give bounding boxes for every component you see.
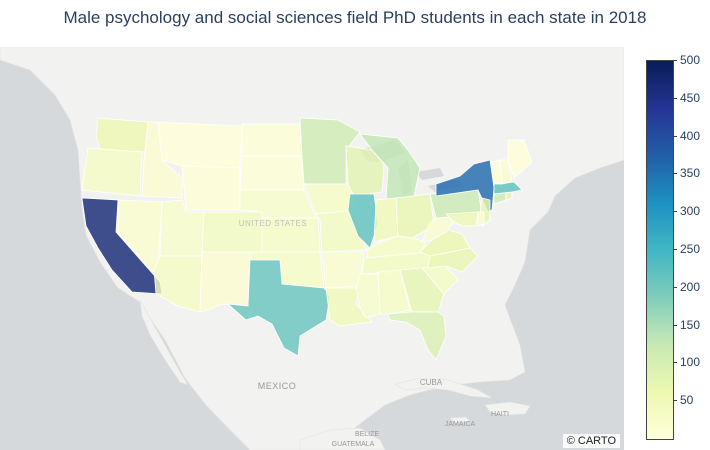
colorbar-tick-label: 450 [680,90,701,105]
colorbar-tick-mark [673,211,677,213]
state-oregon[interactable] [81,147,143,197]
land-hispaniola [484,401,531,416]
colorbar-tick-mark [673,135,677,137]
state-north-dakota[interactable] [241,123,303,157]
colorbar-tick-mark [673,324,677,326]
colorbar-tick-mark [673,400,677,402]
colorbar-tick-label: 250 [680,242,701,256]
state-colorado[interactable] [201,211,263,253]
label-united-states: UNITED STATES [239,219,307,228]
state-georgia[interactable] [399,267,445,313]
label-cuba: CUBA [420,378,443,387]
colorbar-tick-mark [673,97,677,99]
colorbar-tick-mark [673,286,677,288]
label-mexico: MEXICO [258,381,297,391]
state-florida[interactable] [387,311,447,361]
state-new-mexico[interactable] [199,251,251,313]
colorbar-tick-label: 400 [680,128,701,143]
colorbar-tick-mark [673,362,677,364]
colorbar-tick-mark [673,60,677,61]
state-minnesota[interactable] [299,117,361,185]
colorbar-tick-label: 50 [680,393,694,408]
land-cuba [394,377,493,399]
colorbar-tick-label: 150 [680,317,701,332]
us-states [81,117,533,361]
carto-attribution[interactable]: © CARTO [562,434,620,448]
state-maryland[interactable] [445,211,479,227]
colorbar-tick-mark [673,173,677,175]
state-new-york[interactable] [435,159,495,213]
colorbar-tick-label: 500 [680,53,701,67]
state-washington[interactable] [95,117,149,153]
colorbar-tick-label: 200 [680,279,701,294]
state-ohio[interactable] [395,193,435,239]
chart-title: Male psychology and social sciences fiel… [63,8,647,27]
state-montana[interactable] [157,121,243,169]
state-texas[interactable] [226,259,331,357]
colorbar-tick-mark [673,249,677,250]
colorbar-tick-label: 300 [680,204,701,219]
map-svg: UNITED STATES MEXICO CUBA HAITI JAMAICA … [0,47,624,450]
colorbar-tick-label: 100 [680,355,701,370]
state-alabama[interactable] [377,269,411,315]
label-belize: BELIZE [355,431,379,438]
state-new-hampshire[interactable] [499,159,513,185]
state-south-dakota[interactable] [239,155,305,191]
label-guatemala: GUATEMALA [332,441,375,448]
state-indiana[interactable] [373,197,399,243]
colorbar-tick-label: 350 [680,166,701,181]
state-california[interactable] [81,197,163,295]
state-wyoming[interactable] [181,165,241,211]
label-haiti: HAITI [491,411,509,418]
land-central-america [299,427,386,450]
land-jamaica [449,416,471,424]
land-baja [139,299,189,386]
colorbar [646,60,674,440]
state-maine[interactable] [507,139,533,179]
state-delaware[interactable] [477,211,485,227]
map-area[interactable]: UNITED STATES MEXICO CUBA HAITI JAMAICA … [0,47,624,450]
label-jamaica: JAMAICA [445,421,476,428]
